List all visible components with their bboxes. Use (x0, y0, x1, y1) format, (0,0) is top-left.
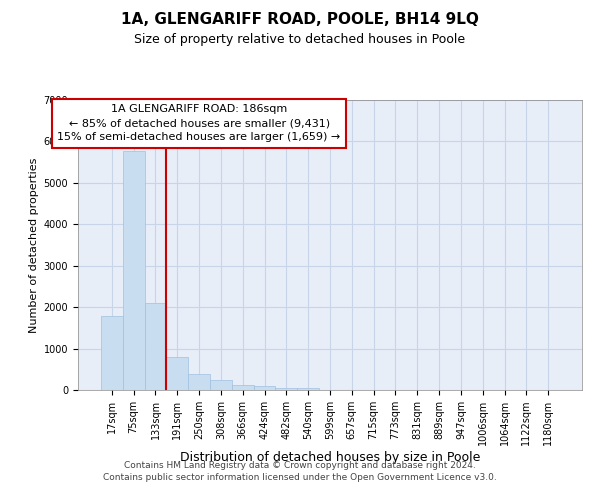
Text: 1A, GLENGARIFF ROAD, POOLE, BH14 9LQ: 1A, GLENGARIFF ROAD, POOLE, BH14 9LQ (121, 12, 479, 28)
Bar (188, 374, 210, 390)
Bar (101, 316, 123, 390)
Bar (297, 388, 319, 390)
Y-axis label: Number of detached properties: Number of detached properties (29, 158, 40, 332)
Bar (166, 357, 188, 390)
Bar (254, 386, 275, 390)
Text: Size of property relative to detached houses in Poole: Size of property relative to detached ho… (134, 32, 466, 46)
X-axis label: Distribution of detached houses by size in Poole: Distribution of detached houses by size … (180, 451, 480, 464)
Bar (145, 304, 166, 390)
Text: Contains HM Land Registry data © Crown copyright and database right 2024.
Contai: Contains HM Land Registry data © Crown c… (103, 461, 497, 482)
Bar (275, 388, 297, 390)
Text: 1A GLENGARIFF ROAD: 186sqm
← 85% of detached houses are smaller (9,431)
15% of s: 1A GLENGARIFF ROAD: 186sqm ← 85% of deta… (58, 104, 341, 142)
Bar (232, 385, 254, 390)
Bar (123, 150, 145, 390)
Bar (210, 380, 232, 390)
